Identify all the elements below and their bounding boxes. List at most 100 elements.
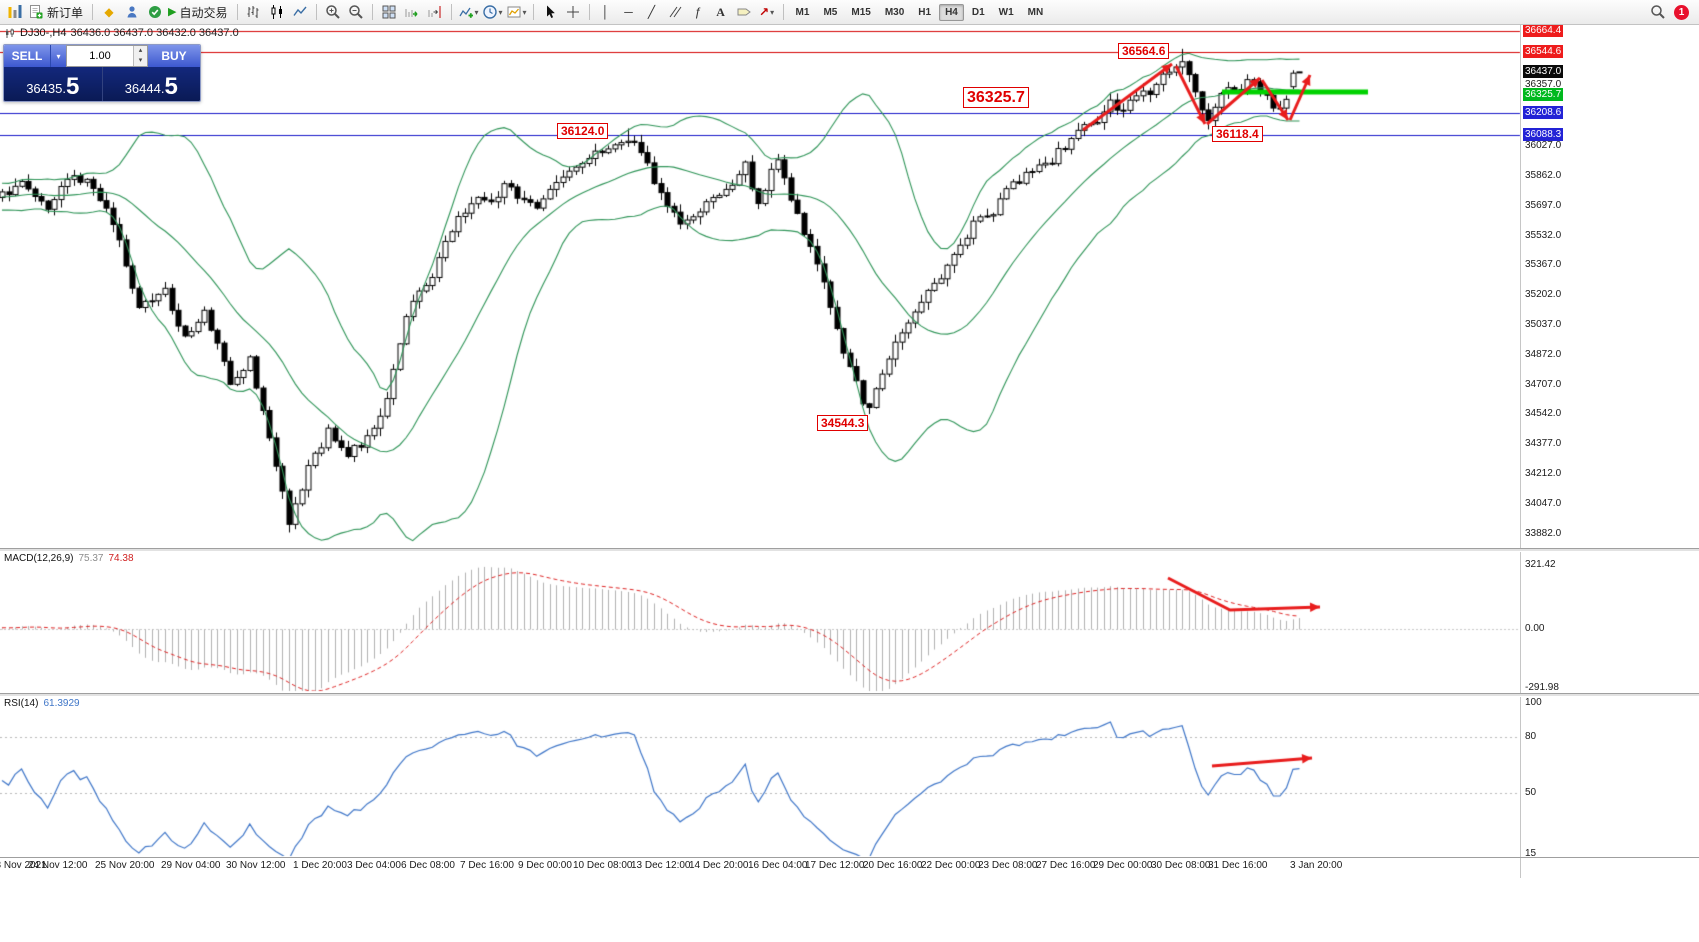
toolbar-separator: [92, 4, 94, 20]
label-button[interactable]: [733, 2, 755, 22]
favorites-button[interactable]: ◆: [98, 2, 120, 22]
channel-button[interactable]: [664, 2, 686, 22]
periods-button[interactable]: ▾: [481, 2, 504, 22]
buy-button[interactable]: BUY: [148, 45, 200, 67]
chart-line-icon: [292, 6, 307, 16]
fibonacci-icon: ƒ: [694, 5, 701, 19]
label-icon: [737, 8, 751, 16]
indicators-button[interactable]: ▾: [457, 2, 480, 22]
arrows-icon: ↗: [759, 5, 770, 19]
toolbar: 新订单 ◆ ▶ 自动交易: [0, 0, 1699, 25]
vertical-line-button[interactable]: │: [595, 2, 617, 22]
app-button[interactable]: [4, 2, 26, 22]
notification-badge[interactable]: 1: [1674, 4, 1689, 20]
timeframe-h1[interactable]: H1: [918, 6, 932, 18]
chevron-down-icon: ▾: [522, 7, 527, 17]
timeframe-m15[interactable]: M15: [851, 6, 871, 18]
crosshair-icon: [566, 6, 579, 18]
zoom-in-icon: [325, 5, 340, 19]
rsi-label: RSI(14) 61.3929: [4, 698, 80, 709]
zoom-out-button[interactable]: [345, 2, 367, 22]
templates-icon: [507, 6, 521, 18]
chart-title-icon: [6, 28, 14, 38]
sell-price-button[interactable]: 36435. 5: [4, 67, 103, 101]
toolbar-separator: [782, 4, 784, 20]
tile-windows-button[interactable]: [378, 2, 400, 22]
sell-options-dropdown[interactable]: ▾: [50, 45, 66, 67]
zoom-out-icon: [348, 5, 363, 19]
community-button[interactable]: [144, 2, 166, 22]
trendline-icon: ╱: [647, 5, 656, 19]
chart-candles-button[interactable]: [266, 2, 288, 22]
zoom-in-button[interactable]: [322, 2, 344, 22]
chart-symbol: DJ30-,H4: [20, 27, 67, 39]
toolbar-separator: [588, 4, 590, 20]
timeframe-m30[interactable]: M30: [884, 6, 905, 18]
auto-scroll-icon: [405, 9, 417, 17]
chart-bars-icon: [247, 6, 258, 18]
buy-price-button[interactable]: 36444. 5: [103, 67, 201, 101]
macd-signal-value: 74.38: [108, 553, 134, 564]
chevron-down-icon: ▾: [498, 7, 503, 17]
macd-label: MACD(12,26,9) 75.37 74.38: [4, 553, 134, 564]
profile-button[interactable]: [121, 2, 143, 22]
toolbar-separator: [315, 4, 317, 20]
new-order-label: 新订单: [47, 5, 84, 20]
rsi-value: 61.3929: [43, 698, 80, 709]
chart-bars-button[interactable]: [243, 2, 265, 22]
auto-trading-button[interactable]: ▶ 自动交易: [167, 2, 231, 22]
search-icon: [1651, 5, 1665, 19]
search-button[interactable]: [1647, 2, 1669, 22]
community-icon: [149, 6, 162, 18]
trendline-button[interactable]: ╱: [641, 2, 663, 22]
rsi-name: RSI(14): [4, 698, 39, 709]
favorites-icon: ◆: [104, 5, 114, 19]
toolbar-separator: [371, 4, 373, 20]
timeframe-h4[interactable]: H4: [939, 3, 964, 21]
sell-price: 36435.: [26, 81, 66, 96]
chart-line-button[interactable]: [289, 2, 311, 22]
auto-trading-icon: ▶: [168, 6, 177, 18]
timeframe-d1[interactable]: D1: [971, 6, 985, 18]
timeframe-m1[interactable]: M1: [795, 6, 810, 18]
chart-shift-button[interactable]: [424, 2, 446, 22]
sell-button[interactable]: SELL: [4, 45, 50, 67]
timeframe-bar: M1 M5 M15 M30 H1 H4 D1 W1 MN: [789, 3, 1051, 21]
horizontal-line-button[interactable]: ─: [618, 2, 640, 22]
sell-price-big-digit: 5: [65, 73, 80, 100]
profile-icon: [127, 6, 137, 18]
timeframe-m5[interactable]: M5: [823, 6, 838, 18]
volume-spinner: ▴ ▾: [133, 46, 147, 66]
auto-scroll-button[interactable]: [401, 2, 423, 22]
volume-input[interactable]: [67, 46, 133, 66]
macd-main-value: 75.37: [78, 553, 104, 564]
timeframe-w1[interactable]: W1: [998, 6, 1014, 18]
new-order-button[interactable]: 新订单: [27, 2, 87, 22]
one-click-trading-panel: SELL ▾ ▴ ▾ BUY 36435.5 36444.5: [3, 44, 201, 102]
volume-decrease-button[interactable]: ▾: [134, 56, 147, 66]
periods-icon: [482, 5, 497, 19]
text-button[interactable]: A: [710, 2, 732, 22]
tile-windows-icon: [382, 5, 395, 19]
arrows-button[interactable]: ↗ ▾: [756, 2, 778, 22]
cursor-button[interactable]: [539, 2, 561, 22]
cursor-icon: [546, 5, 555, 18]
templates-button[interactable]: ▾: [505, 2, 528, 22]
chart-candles-icon: [271, 5, 282, 19]
toolbar-separator: [450, 4, 452, 20]
chart-ohlc-values: 36436.0 36437.0 36432.0 36437.0: [70, 27, 239, 39]
volume-increase-button[interactable]: ▴: [134, 46, 147, 56]
crosshair-button[interactable]: [562, 2, 584, 22]
time-axis-separator: [0, 857, 1699, 858]
buy-price: 36444.: [124, 81, 165, 96]
toolbar-separator: [236, 4, 238, 20]
text-icon: A: [716, 5, 725, 19]
chevron-down-icon: ▾: [474, 7, 479, 17]
fibonacci-button[interactable]: ƒ: [687, 2, 709, 22]
timeframe-mn[interactable]: MN: [1027, 6, 1044, 18]
rsi-pane-splitter[interactable]: [0, 693, 1699, 697]
macd-pane-splitter[interactable]: [0, 548, 1699, 552]
chevron-down-icon: ▾: [770, 7, 775, 17]
